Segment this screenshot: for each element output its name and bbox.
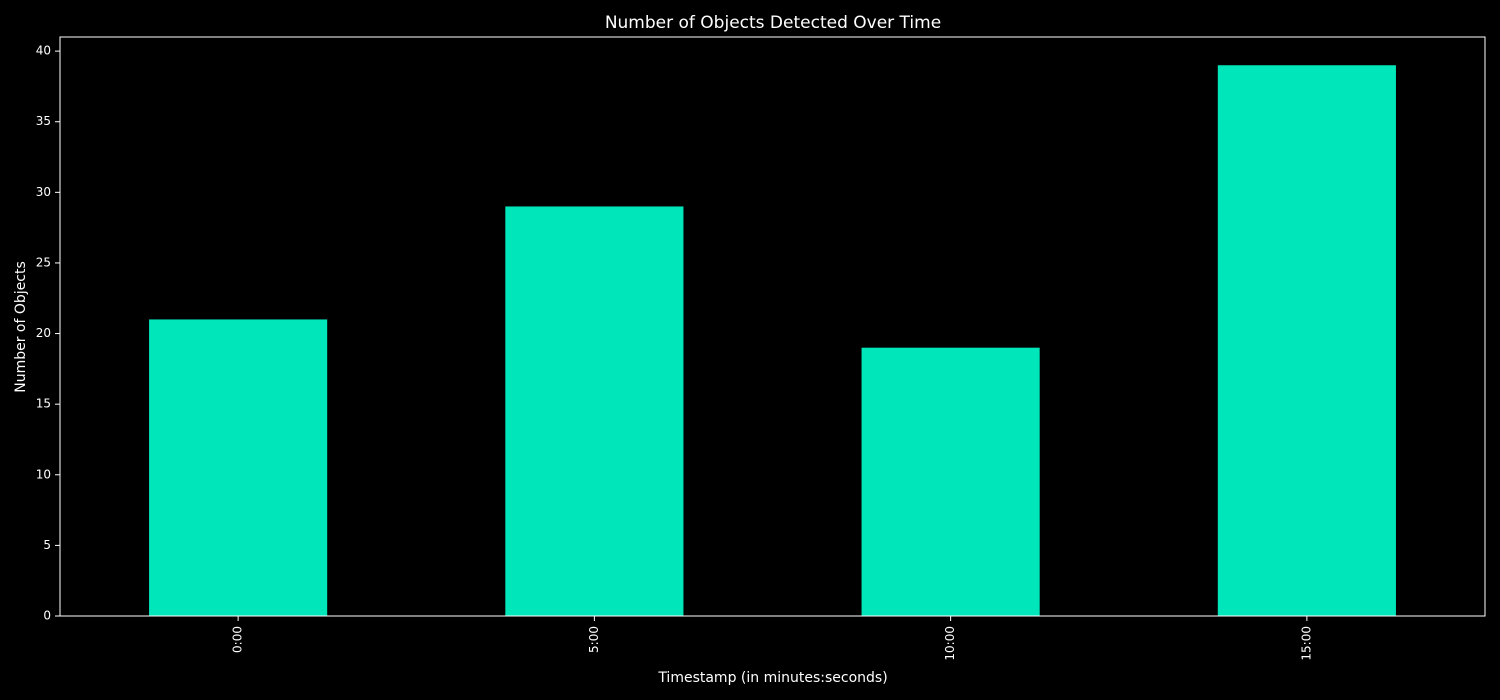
y-tick-label: 40 [36,44,51,58]
x-tick-label: 15:00 [1299,626,1313,661]
y-tick-label: 30 [36,185,51,199]
y-axis-ticks: 0 5 10 15 20 25 30 35 40 [36,44,60,623]
y-tick-label: 5 [43,538,51,552]
bar-0-00 [149,319,328,616]
y-tick-label: 25 [36,255,51,269]
x-tick-label: 0:00 [231,626,245,653]
bar-15-00 [1217,65,1396,617]
bars [149,65,1396,617]
chart-title: Number of Objects Detected Over Time [605,13,941,33]
y-tick-label: 35 [36,114,51,128]
y-tick-label: 15 [36,397,51,411]
plot-frame [59,36,1486,617]
x-axis-ticks: 0:00 5:00 10:00 15:00 [231,616,1313,661]
y-axis-label: Number of Objects [13,261,29,393]
bar-5-00 [505,206,684,616]
bar-10-00 [861,347,1040,616]
x-tick-label: 5:00 [587,626,601,653]
y-tick-label: 10 [36,467,51,481]
x-axis-label: Timestamp (in minutes:seconds) [657,670,887,686]
y-tick-label: 0 [43,609,51,623]
x-tick-label: 10:00 [943,626,957,661]
y-tick-label: 20 [36,326,51,340]
